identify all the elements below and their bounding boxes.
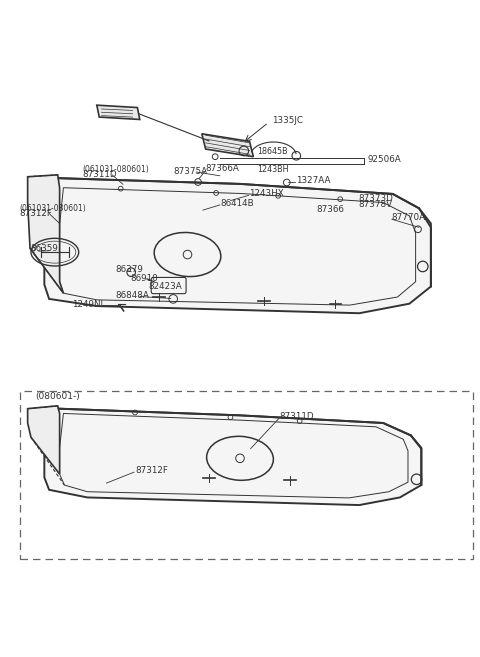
Text: 86359: 86359 [30,244,58,254]
Text: 1327AA: 1327AA [296,176,331,185]
Bar [20,390,473,558]
Text: (061031-080601): (061031-080601) [83,165,149,174]
Text: 87373D: 87373D [359,194,393,203]
Text: 87312F: 87312F [20,209,52,218]
Text: 87311D: 87311D [83,170,117,179]
Text: 92506A: 92506A [368,154,402,164]
Text: 87311D: 87311D [279,412,314,421]
Text: 86379: 86379 [115,265,143,274]
Text: 87366A: 87366A [205,164,240,173]
Polygon shape [202,134,253,157]
Text: 18645B: 18645B [257,147,288,156]
Text: 87312F: 87312F [135,466,168,475]
Text: (080601-): (080601-) [35,392,80,401]
Polygon shape [44,178,431,313]
Text: 1243HX: 1243HX [249,189,283,198]
Text: 1243BH: 1243BH [257,166,288,174]
Text: 87770A: 87770A [392,214,426,222]
Text: 87366: 87366 [316,205,344,214]
Text: 1335JC: 1335JC [273,116,303,125]
Polygon shape [28,175,63,293]
Polygon shape [97,105,140,120]
Text: 87378V: 87378V [359,200,393,209]
Text: 86414B: 86414B [220,199,253,208]
Text: 1249NL: 1249NL [72,300,106,309]
Text: (061031-080601): (061031-080601) [20,204,86,213]
Text: 82423A: 82423A [148,282,182,291]
Text: 86910: 86910 [130,274,158,283]
Text: 86848A: 86848A [115,291,149,300]
Polygon shape [44,409,421,505]
Polygon shape [28,406,60,474]
Text: 87375A: 87375A [173,168,207,177]
